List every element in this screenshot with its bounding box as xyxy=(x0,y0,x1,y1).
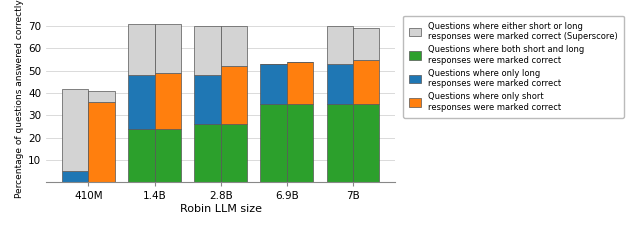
Bar xyxy=(155,73,181,129)
Bar xyxy=(195,75,221,124)
Bar xyxy=(287,104,314,182)
Bar xyxy=(287,62,314,104)
Bar xyxy=(195,26,221,75)
Bar xyxy=(155,129,181,182)
Bar xyxy=(353,28,380,60)
Bar xyxy=(260,104,287,182)
Bar xyxy=(128,75,155,129)
Bar xyxy=(326,64,353,104)
Bar xyxy=(260,64,287,104)
Bar xyxy=(221,124,247,182)
Y-axis label: Percentage of questions answered correctly: Percentage of questions answered correct… xyxy=(15,0,24,198)
Bar xyxy=(155,24,181,73)
Bar xyxy=(88,102,115,182)
Bar xyxy=(128,24,155,75)
Bar xyxy=(326,26,353,64)
Bar xyxy=(128,129,155,182)
Bar xyxy=(88,91,115,102)
Legend: Questions where either short or long
responses were marked correct (Superscore),: Questions where either short or long res… xyxy=(403,16,623,117)
Bar xyxy=(353,60,380,104)
Bar xyxy=(221,66,247,124)
Bar xyxy=(326,104,353,182)
Bar xyxy=(62,89,88,171)
Bar xyxy=(221,26,247,66)
Bar xyxy=(62,171,88,182)
X-axis label: Robin LLM size: Robin LLM size xyxy=(180,204,262,214)
Bar xyxy=(353,104,380,182)
Bar xyxy=(195,124,221,182)
